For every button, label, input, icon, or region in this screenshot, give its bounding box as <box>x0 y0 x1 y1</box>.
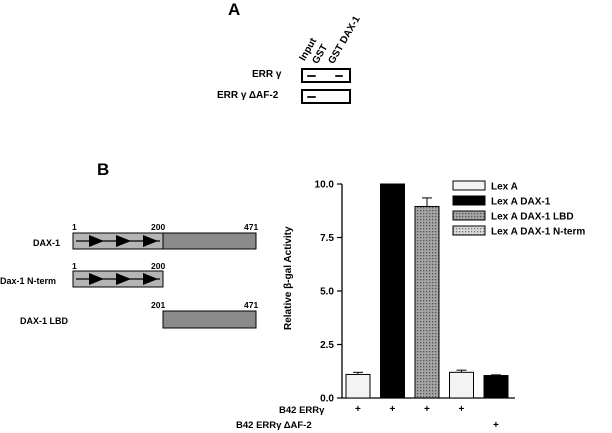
y-tick-label: 5.0 <box>320 287 334 298</box>
legend-label: Lex A DAX-1 <box>491 197 551 208</box>
band-input <box>307 75 316 77</box>
nterm-start-num: 1 <box>72 261 77 271</box>
dax1-mid-num: 200 <box>151 222 166 232</box>
lbd-region <box>162 310 257 329</box>
bar <box>449 371 474 399</box>
y-axis-label: Relative β-gal Activity <box>283 226 294 330</box>
legend-swatch <box>452 180 486 191</box>
dax1-lbd-region <box>162 232 257 250</box>
y-tick-label: 10.0 <box>315 180 335 191</box>
band-input <box>307 96 316 98</box>
construct-label-lbd: DAX-1 LBD <box>20 316 69 326</box>
lbd-end-num: 471 <box>244 300 259 310</box>
legend-label: Lex A DAX-1 N-term <box>491 227 585 238</box>
legend-swatch <box>452 225 486 236</box>
band-gst-dax1 <box>335 75 343 77</box>
condition-mark: + <box>424 404 430 415</box>
y-tick-label: 0.0 <box>320 394 334 405</box>
panel-b-letter: B <box>97 160 110 179</box>
bar <box>345 373 371 399</box>
blot-errg <box>301 68 351 83</box>
bar <box>483 375 509 399</box>
condition-mark: + <box>389 404 396 415</box>
legend-label: Lex A DAX-1 LBD <box>491 212 574 223</box>
panel-a-letter: A <box>228 0 241 19</box>
y-tick-label: 7.5 <box>320 233 334 244</box>
construct-label-nterm: Dax-1 N-term <box>0 276 57 286</box>
bar <box>414 205 440 399</box>
xrow-label-errg-daf2: B42 ERRγ ΔAF-2 <box>236 420 312 431</box>
dax1-repeat-arrows <box>76 235 160 247</box>
condition-mark: + <box>355 404 361 415</box>
condition-mark: + <box>458 404 465 415</box>
bar <box>380 183 405 399</box>
dax1-end-num: 471 <box>244 222 259 232</box>
construct-diagram <box>0 0 280 433</box>
blot-row-label-errg: ERR γ <box>252 69 282 80</box>
lbd-start-num: 201 <box>151 300 166 310</box>
nterm-repeat-arrows <box>76 273 160 285</box>
condition-mark: + <box>493 420 499 431</box>
dax1-start-num: 1 <box>72 222 77 232</box>
xrow-label-errg: B42 ERRγ <box>279 405 325 416</box>
blot-row-label-errg-daf2: ERR γ ΔAF-2 <box>217 90 279 101</box>
construct-label-dax1: DAX-1 <box>33 238 61 248</box>
nterm-mid-num: 200 <box>151 261 166 271</box>
legend-swatch <box>452 195 486 206</box>
legend-label: Lex A <box>491 182 518 193</box>
legend-swatch <box>452 210 486 221</box>
blot-errg-daf2 <box>301 89 351 104</box>
y-tick-label: 2.5 <box>320 340 334 351</box>
